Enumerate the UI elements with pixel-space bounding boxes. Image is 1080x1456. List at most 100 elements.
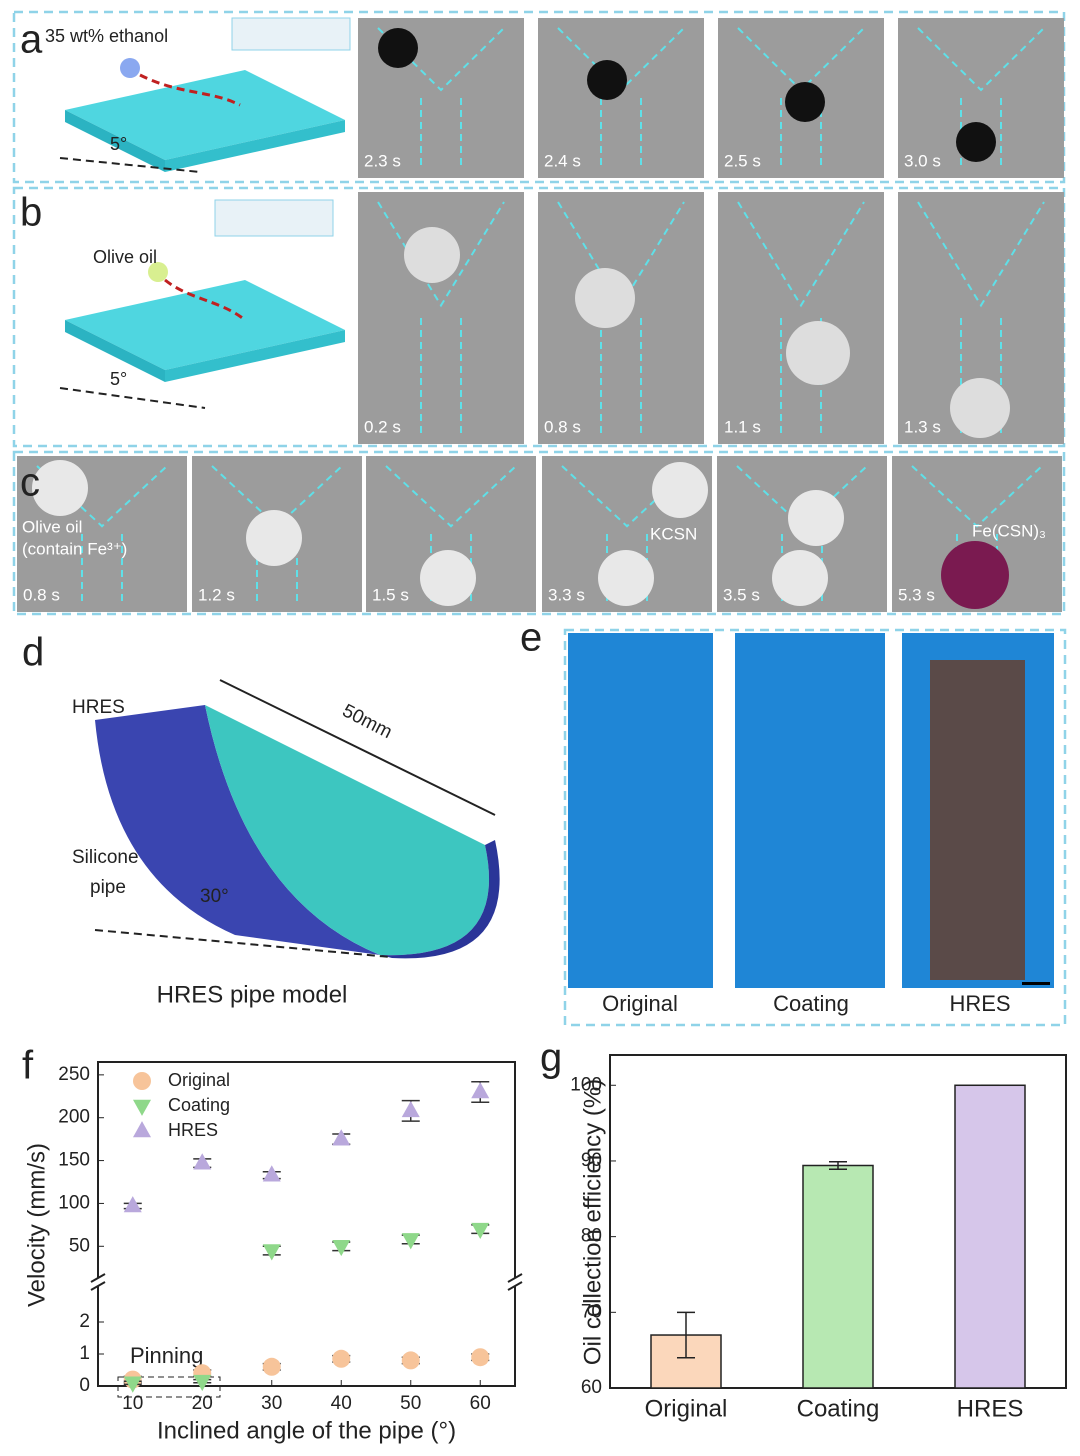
path-arrow	[164, 278, 246, 322]
pipe-edge	[380, 840, 500, 959]
channel-outline	[911, 465, 1043, 602]
legend-label: HRES	[168, 1120, 218, 1140]
x-tick-label: 50	[400, 1393, 421, 1414]
marker	[123, 1376, 142, 1393]
channel-outline	[737, 201, 865, 434]
label: KCSN	[650, 524, 697, 543]
y-axis-label: Velocity (mm/s)	[23, 1143, 50, 1307]
time-label: 0.8 s	[544, 417, 581, 436]
photo	[538, 18, 704, 178]
photo	[735, 633, 885, 988]
pipe-outer	[95, 705, 380, 955]
time-label: 1.5 s	[372, 585, 409, 604]
x-tick-label: Coating	[797, 1395, 880, 1422]
time-label: 2.5 s	[724, 151, 761, 170]
label: HRES	[949, 991, 1010, 1016]
droplet	[785, 82, 825, 122]
droplet	[404, 227, 460, 283]
droplet	[420, 550, 476, 606]
label: 5°	[110, 369, 127, 389]
x-tick-label: 10	[122, 1393, 143, 1414]
break-mark	[507, 1273, 523, 1283]
label: 5°	[110, 134, 127, 154]
channel-outline	[377, 201, 505, 434]
labels: a b c d e f g 35 wt% ethanol 5° Olive oil 5° Olive …	[20, 18, 1046, 1088]
y-tick-label: 2	[79, 1311, 90, 1332]
pipe-photos	[568, 633, 1054, 988]
marker	[262, 1357, 281, 1376]
label: HRES pipe model	[157, 981, 348, 1008]
time-label: 0.2 s	[364, 417, 401, 436]
label: (contain Fe³⁺)	[22, 539, 127, 558]
panel-frame	[563, 628, 1067, 1027]
droplet	[598, 550, 654, 606]
y-tick-label: 60	[581, 1377, 602, 1398]
marker	[332, 1129, 351, 1146]
photo-detail	[930, 660, 1025, 980]
time-label: 3.3 s	[548, 585, 585, 604]
time-label: 2.3 s	[364, 151, 401, 170]
baseline	[59, 387, 206, 409]
time-label: 3.5 s	[723, 585, 760, 604]
label: e	[520, 616, 542, 660]
y-axis-label: Oil collection efficiency (%)	[579, 1079, 606, 1365]
time-label: 0.8 s	[23, 585, 60, 604]
bar	[954, 1084, 1026, 1389]
marker	[193, 1153, 212, 1170]
y-tick-label: 90	[581, 1150, 602, 1171]
scale-bar	[1022, 982, 1050, 985]
baseline	[94, 929, 391, 958]
y-tick-label: 50	[69, 1235, 90, 1256]
break-mark	[507, 1281, 523, 1291]
label: HRES	[72, 697, 125, 718]
substrate-side	[65, 320, 165, 382]
label: Coating	[773, 991, 849, 1016]
label: 35 wt% ethanol	[45, 26, 168, 46]
time-label: 1.2 s	[198, 585, 235, 604]
substrate-side	[165, 120, 345, 172]
path-arrow	[139, 73, 241, 107]
substrate	[65, 70, 345, 160]
annotation: Pinning	[130, 1343, 203, 1368]
label: pipe	[90, 877, 126, 898]
time-label: 3.0 s	[904, 151, 941, 170]
dimension-line	[219, 679, 496, 816]
break-mark	[90, 1273, 106, 1283]
label: d	[22, 631, 44, 675]
label: Silicone	[72, 847, 139, 868]
pinning-box	[117, 1376, 221, 1398]
y-tick-label: 70	[581, 1301, 602, 1322]
droplet	[246, 510, 302, 566]
marker	[471, 1082, 490, 1099]
marker	[193, 1374, 212, 1392]
bar	[802, 1164, 874, 1389]
marker	[471, 1348, 490, 1367]
x-tick-label: 20	[192, 1393, 213, 1414]
droplet	[941, 541, 1009, 609]
label: Olive oil	[22, 517, 82, 536]
inset	[214, 199, 334, 237]
baseline	[59, 157, 201, 173]
break-mark	[90, 1281, 106, 1291]
label: 30°	[200, 886, 229, 907]
error-bar	[829, 1160, 847, 1171]
time-label: 1.3 s	[904, 417, 941, 436]
label: Fe(CSN)₃	[972, 521, 1046, 540]
label: g	[540, 1036, 562, 1080]
y-tick-label: 100	[58, 1192, 90, 1213]
droplet	[786, 321, 850, 385]
x-tick-label: 60	[470, 1393, 491, 1414]
y-tick-label: 80	[581, 1226, 602, 1247]
label: c	[20, 461, 40, 505]
label: Olive oil	[93, 247, 157, 267]
y-tick-label: 0	[79, 1375, 90, 1396]
panel-frame	[12, 10, 1066, 184]
x-axis-label: Inclined angle of the pipe (°)	[157, 1417, 456, 1444]
marker	[332, 1349, 351, 1368]
droplet	[378, 28, 418, 68]
legend-label: Original	[168, 1070, 230, 1090]
label: Original	[602, 991, 678, 1016]
x-tick-label: 40	[331, 1393, 352, 1414]
